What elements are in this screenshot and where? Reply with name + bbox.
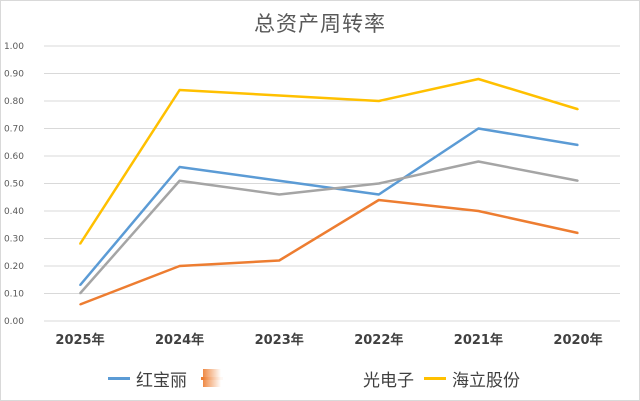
data-point-series-4 [477,78,480,80]
y-tick-label: 0.90 [4,70,24,80]
y-tick-label: 0.80 [4,97,24,107]
y-tick-label: 1.00 [4,42,24,52]
x-tick-label: 2025年 [55,332,104,348]
data-point-series-2 [178,265,181,267]
legend-label-series-3: 光电子 [363,370,414,391]
legend-item-series-3: 光电子 [363,367,414,391]
data-point-series-4 [577,108,579,111]
y-tick-label: 0.60 [4,152,24,162]
data-point-series-1 [477,127,480,130]
x-axis-ticks: 2025年 2024年 2023年 2022年 2021年 2020年 [55,332,602,348]
data-point-series-1 [378,193,380,196]
series-line-4 [78,77,579,245]
y-tick-label: 0.00 [4,317,24,327]
x-tick-label: 2024年 [155,332,204,348]
y-tick-label: 0.30 [4,235,24,245]
legend-item-series-1: 红宝丽 [108,367,187,391]
x-tick-label: 2022年 [354,332,403,348]
data-point-series-3 [378,182,380,185]
series-line-2 [79,198,579,306]
legend-swatch-series-4 [424,376,446,380]
series-line-3 [79,160,579,295]
legend-item-series-4: 海立股份 [424,367,520,391]
data-point-series-1 [178,166,181,168]
y-axis-ticks: 0.00 0.10 0.20 0.30 0.40 0.50 0.60 0.70 0.80 0.90… [4,42,24,327]
data-point-series-2 [378,199,380,201]
data-point-series-3 [577,179,579,182]
data-point-series-4 [278,94,281,97]
data-point-series-1 [278,179,281,182]
data-point-series-3 [178,179,181,182]
data-point-series-4 [378,100,380,102]
legend: 红宝丽 光电子 海立股份 [0,367,640,391]
legend-swatch-series-1 [108,376,130,380]
series-line-1 [79,127,579,287]
y-tick-label: 0.20 [4,262,24,272]
y-tick-label: 0.70 [4,125,24,135]
x-tick-label: 2021年 [454,332,503,348]
data-point-series-2 [278,259,281,262]
x-tick-label: 2023年 [255,332,304,348]
y-tick-label: 0.50 [4,180,24,190]
data-point-series-3 [278,193,281,196]
chart-title: 总资产周转率 [254,12,386,36]
data-point-series-4 [178,89,181,91]
data-point-series-1 [577,144,579,146]
gridlines [44,45,620,322]
legend-label-series-4: 海立股份 [452,370,520,391]
y-tick-label: 0.40 [4,207,24,217]
series-lines [78,77,579,306]
y-tick-label: 0.10 [4,290,24,300]
data-point-series-2 [577,232,579,234]
data-point-series-1 [79,284,81,287]
data-point-series-3 [79,292,81,295]
data-point-series-2 [79,303,81,306]
data-point-series-4 [79,243,81,245]
legend-label-series-1: 红宝丽 [136,370,187,391]
redacted-legend-area [203,369,353,387]
data-point-series-3 [477,160,480,163]
data-point-series-2 [477,210,480,212]
x-tick-label: 2020年 [553,332,602,348]
